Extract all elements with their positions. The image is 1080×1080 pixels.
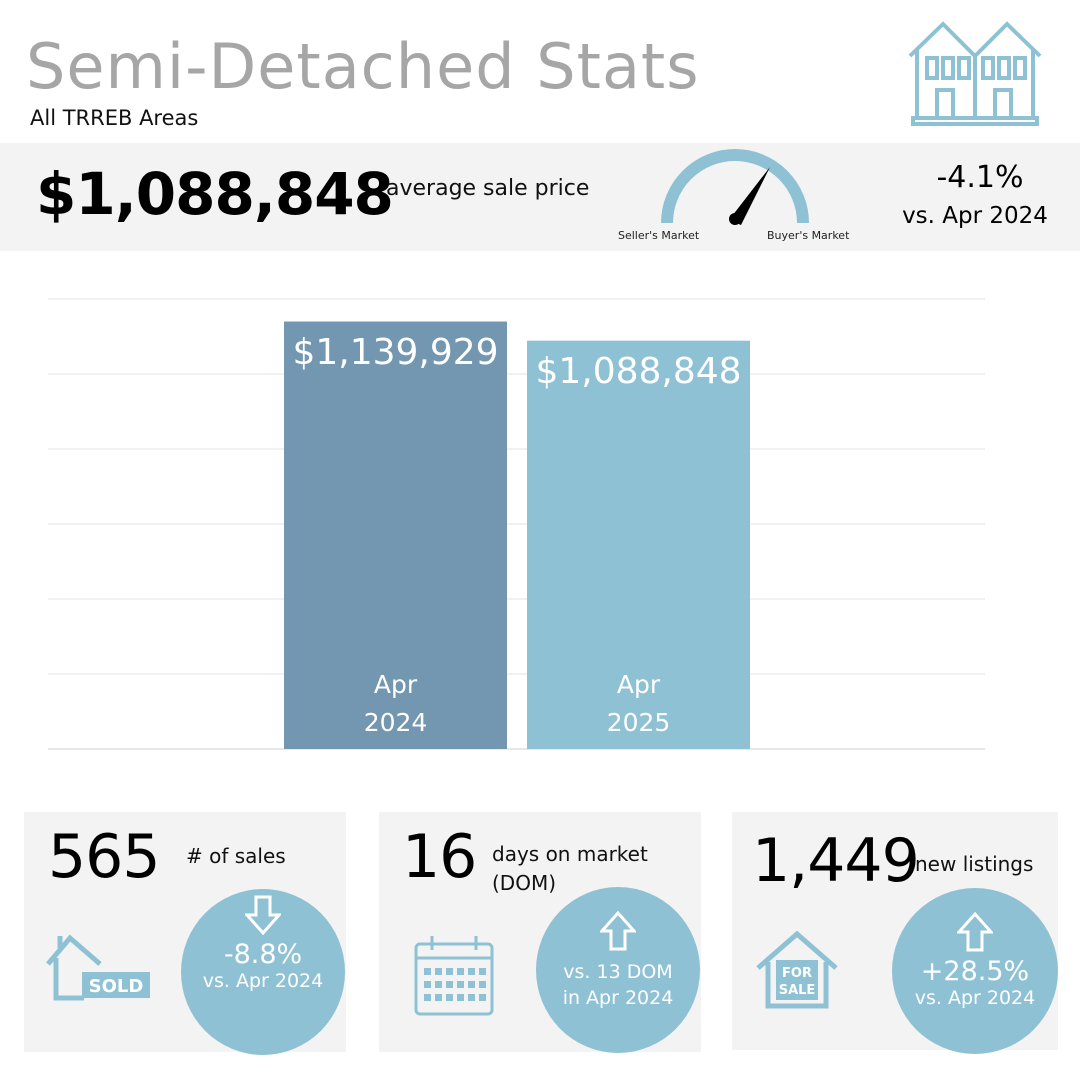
category-label-line: Apr bbox=[616, 670, 661, 699]
for-sale-house-icon: FOR SALE bbox=[756, 930, 838, 1009]
sales-change-vs: vs. Apr 2024 bbox=[202, 970, 324, 992]
dom-change-line1: vs. 13 DOM bbox=[563, 961, 673, 983]
gauge-seller-label: Seller's Market bbox=[618, 229, 700, 242]
listings-change-vs: vs. Apr 2024 bbox=[914, 987, 1036, 1009]
price-change: -4.1% bbox=[936, 160, 1024, 195]
for-sale-sign-line1: FOR bbox=[782, 966, 812, 981]
dom-change-line2: in Apr 2024 bbox=[562, 987, 674, 1009]
gauge-arc bbox=[661, 149, 809, 224]
sales-value: 565 bbox=[48, 822, 161, 892]
dom-change-circle: vs. 13 DOM in Apr 2024 bbox=[536, 887, 700, 1053]
market-gauge bbox=[661, 149, 809, 225]
bar-data-label: $1,088,848 bbox=[535, 350, 742, 392]
average-price: $1,088,848 bbox=[36, 160, 394, 228]
bar-data-label: $1,139,929 bbox=[292, 331, 499, 373]
sold-house-icon: SOLD bbox=[46, 934, 150, 1001]
dom-value: 16 bbox=[402, 822, 477, 892]
sales-label: # of sales bbox=[186, 844, 286, 868]
listings-label: new listings bbox=[915, 852, 1034, 876]
bar-category-label: Apr 2025 bbox=[527, 666, 750, 742]
gauge-needle bbox=[729, 167, 770, 225]
arrow-down-icon bbox=[243, 895, 283, 936]
svg-text:SOLD: SOLD bbox=[89, 976, 144, 997]
summary-band bbox=[0, 143, 1080, 251]
price-change-vs: vs. Apr 2024 bbox=[902, 203, 1048, 229]
arrow-up-icon bbox=[598, 910, 638, 951]
for-sale-sign-line2: SALE bbox=[779, 983, 816, 998]
calendar-icon bbox=[414, 936, 494, 1016]
bar-apr-2025 bbox=[527, 340, 750, 749]
bar-chart bbox=[48, 298, 985, 750]
category-label-line: Apr bbox=[373, 670, 418, 699]
listings-value: 1,449 bbox=[752, 826, 920, 896]
average-price-label: average sale price bbox=[386, 176, 590, 201]
category-label-line: 2025 bbox=[606, 708, 671, 737]
listings-change: +28.5% bbox=[920, 956, 1030, 987]
sales-change-circle: -8.8% vs. Apr 2024 bbox=[181, 889, 345, 1055]
semi-detached-house-icon bbox=[908, 21, 1042, 126]
listings-change-circle: +28.5% vs. Apr 2024 bbox=[892, 888, 1058, 1054]
page-title: Semi-Detached Stats bbox=[26, 30, 700, 103]
gauge-buyer-label: Buyer's Market bbox=[767, 229, 850, 242]
sales-change: -8.8% bbox=[223, 939, 303, 970]
bar-apr-2024 bbox=[284, 321, 507, 749]
page-subtitle: All TRREB Areas bbox=[30, 106, 199, 130]
arrow-up-icon bbox=[955, 911, 995, 952]
dom-label: days on market (DOM) bbox=[492, 842, 648, 895]
bar-category-label: Apr 2024 bbox=[284, 666, 507, 742]
category-label-line: 2024 bbox=[363, 708, 428, 737]
